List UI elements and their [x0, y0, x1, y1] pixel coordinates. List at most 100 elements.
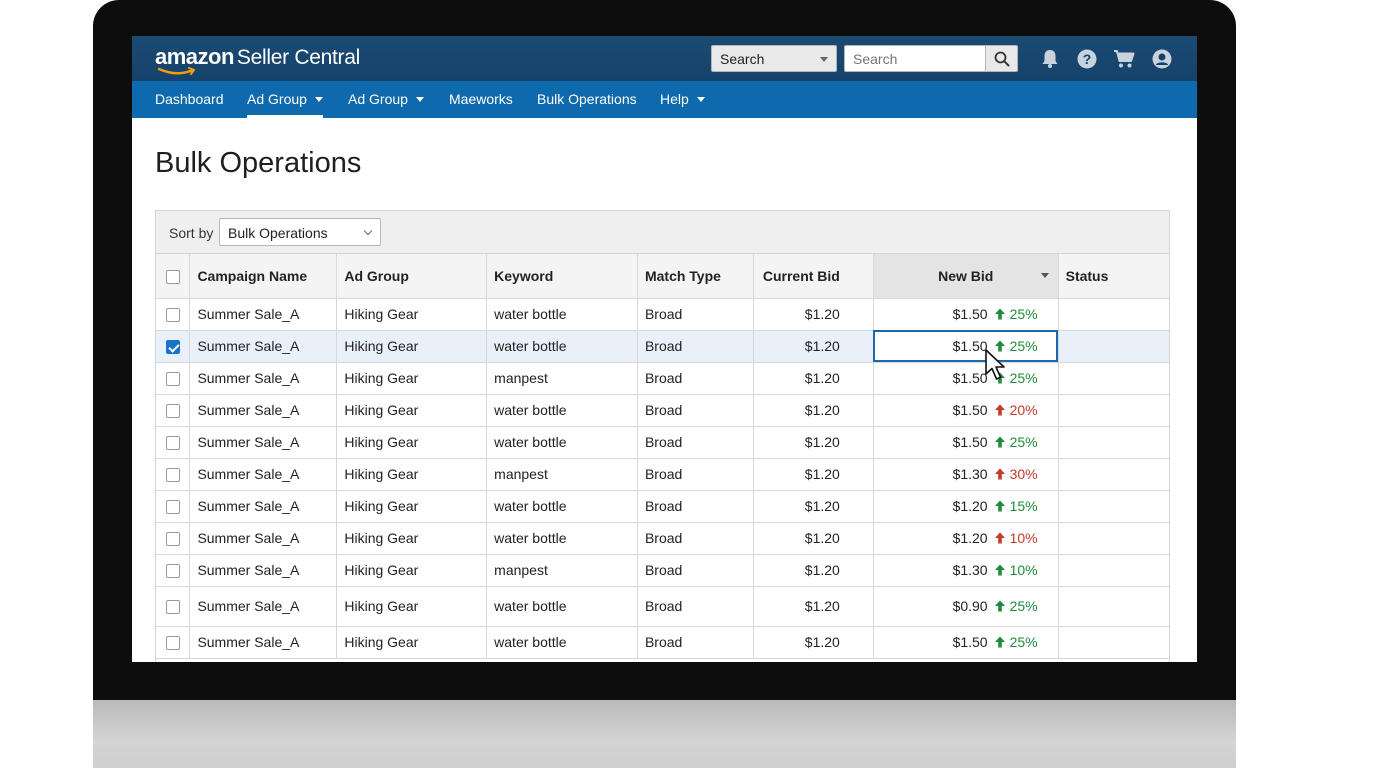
table-row[interactable]: Summer Sale_A Hiking Gear water bottle Broa… [156, 490, 1169, 523]
select-all-checkbox[interactable] [165, 269, 180, 284]
table-row[interactable]: Summer Sale_A Hiking Gear water bottle Broa… [156, 586, 1169, 627]
bid-change-percent: 25% [1009, 598, 1038, 614]
row-checkbox[interactable] [165, 532, 180, 547]
row-checkbox[interactable] [165, 404, 180, 419]
campaign-name-cell: Summer Sale_A [189, 522, 338, 555]
column-header-campaign-name[interactable]: Campaign Name [189, 254, 338, 299]
match-type-cell: Broad [637, 626, 754, 659]
bell-icon [1042, 50, 1058, 68]
table-row[interactable]: Summer Sale_A Hiking Gear water bottle Broa… [156, 330, 1169, 363]
column-header-status[interactable]: Status [1058, 254, 1169, 299]
nav-item-ad-group-2[interactable]: Ad Group [348, 81, 424, 118]
table-row[interactable]: Summer Sale_A Hiking Gear manpest Broad $1.2… [156, 458, 1169, 491]
arrow-up-icon [994, 468, 1005, 480]
search-scope-label: Search [720, 51, 765, 67]
column-header-ad-group[interactable]: Ad Group [336, 254, 488, 299]
ad-group-cell: Hiking Gear [336, 362, 488, 395]
nav-item-maeworks[interactable]: Maeworks [449, 81, 513, 118]
keyword-cell: manpest [486, 554, 638, 587]
table-row[interactable]: Summer Sale_A Hiking Gear water bottle Broa… [156, 426, 1169, 459]
bid-change-percent: 25% [1009, 634, 1038, 650]
chevron-down-icon [363, 226, 373, 236]
main-nav: Dashboard Ad Group Ad Group Maeworks Bul… [132, 81, 1197, 118]
cart-button[interactable] [1113, 48, 1135, 70]
amazon-seller-central-logo[interactable]: amazon Seller Central [155, 44, 360, 75]
new-bid-cell[interactable]: $1.20 10% [873, 522, 1059, 555]
search-input[interactable] [844, 45, 986, 72]
row-checkbox[interactable] [165, 468, 180, 483]
arrow-up-icon [994, 308, 1005, 320]
status-cell [1058, 298, 1169, 331]
row-checkbox[interactable] [165, 372, 180, 387]
row-checkbox[interactable] [165, 564, 180, 579]
new-bid-cell[interactable]: $1.50 25% [873, 426, 1059, 459]
new-bid-cell[interactable]: $1.50 25% [873, 362, 1059, 395]
row-checkbox[interactable] [165, 436, 180, 451]
status-cell [1058, 586, 1169, 627]
table-row[interactable]: Summer Sale_A Hiking Gear manpest Broad $1.2… [156, 362, 1169, 395]
status-cell [1058, 362, 1169, 395]
nav-item-label: Help [660, 91, 689, 107]
column-header-keyword[interactable]: Keyword [486, 254, 638, 299]
row-checkbox[interactable] [165, 340, 180, 355]
new-bid-value: $0.90 [952, 598, 988, 614]
new-bid-cell[interactable]: $1.50 25% [873, 330, 1059, 363]
match-type-cell: Broad [637, 362, 754, 395]
column-header-new-bid[interactable]: New Bid [873, 254, 1059, 299]
campaign-name-cell: Summer Sale_A [189, 458, 338, 491]
table-row[interactable]: Summer Sale_A Hiking Gear water bottle Broa… [156, 626, 1169, 659]
row-checkbox[interactable] [165, 308, 180, 323]
bid-change-percent: 20% [1009, 402, 1038, 418]
sort-by-label: Sort by [169, 225, 214, 241]
new-bid-cell[interactable]: $1.20 15% [873, 490, 1059, 523]
column-header-match-type[interactable]: Match Type [637, 254, 754, 299]
chevron-down-icon [415, 96, 424, 102]
campaign-name-cell: Summer Sale_A [189, 626, 338, 659]
bid-change-percent: 10% [1009, 562, 1038, 578]
new-bid-cell[interactable]: $0.90 25% [873, 586, 1059, 627]
chevron-down-icon [314, 96, 323, 102]
notifications-button[interactable] [1039, 48, 1061, 70]
nav-item-dashboard[interactable]: Dashboard [155, 81, 224, 118]
nav-item-bulk-operations[interactable]: Bulk Operations [537, 81, 637, 118]
sort-bar: Sort by Bulk Operations [156, 211, 1169, 254]
match-type-cell: Broad [637, 394, 754, 427]
bid-change-percent: 10% [1009, 530, 1038, 546]
current-bid-cell: $1.20 [753, 458, 874, 491]
new-bid-cell[interactable]: $1.30 30% [873, 458, 1059, 491]
table-row[interactable]: Summer Sale_A Hiking Gear water bottle Broa… [156, 394, 1169, 427]
bid-change-percent: 30% [1009, 466, 1038, 482]
status-cell [1058, 490, 1169, 523]
sort-caret-icon[interactable] [1040, 273, 1049, 278]
nav-item-ad-group[interactable]: Ad Group [247, 81, 323, 118]
row-checkbox[interactable] [165, 500, 180, 515]
table-row[interactable]: Summer Sale_A Hiking Gear water bottle Broa… [156, 522, 1169, 555]
row-checkbox[interactable] [165, 636, 180, 651]
monitor-stand [93, 700, 1236, 768]
account-button[interactable] [1151, 48, 1173, 70]
ad-group-cell: Hiking Gear [336, 626, 488, 659]
campaign-name-cell: Summer Sale_A [189, 586, 338, 627]
current-bid-cell: $1.20 [753, 394, 874, 427]
brand-amazon-text: amazon [155, 44, 234, 69]
ad-group-cell: Hiking Gear [336, 394, 488, 427]
new-bid-cell[interactable]: $1.50 20% [873, 394, 1059, 427]
nav-item-help[interactable]: Help [660, 81, 705, 118]
table-row[interactable]: Summer Sale_A Hiking Gear manpest Broad $1.2… [156, 554, 1169, 587]
sort-by-select[interactable]: Bulk Operations [219, 218, 381, 246]
top-bar: amazon Seller Central Search [132, 36, 1197, 81]
search-button[interactable] [985, 45, 1018, 72]
amazon-smile-icon [157, 67, 196, 75]
new-bid-cell[interactable]: $1.50 25% [873, 626, 1059, 659]
status-cell [1058, 426, 1169, 459]
table-row[interactable]: Summer Sale_A Hiking Gear water bottle Broa… [156, 298, 1169, 331]
new-bid-cell[interactable]: $1.30 10% [873, 554, 1059, 587]
search-scope-select[interactable]: Search [711, 45, 837, 72]
column-header-current-bid[interactable]: Current Bid [753, 254, 874, 299]
table-header-row: Campaign Name Ad Group Keyword Match Typ… [156, 254, 1169, 299]
help-button[interactable]: ? [1076, 48, 1098, 70]
new-bid-cell[interactable]: $1.50 25% [873, 298, 1059, 331]
row-select-cell [156, 426, 191, 459]
row-checkbox[interactable] [165, 600, 180, 615]
page-title: Bulk Operations [155, 147, 362, 179]
